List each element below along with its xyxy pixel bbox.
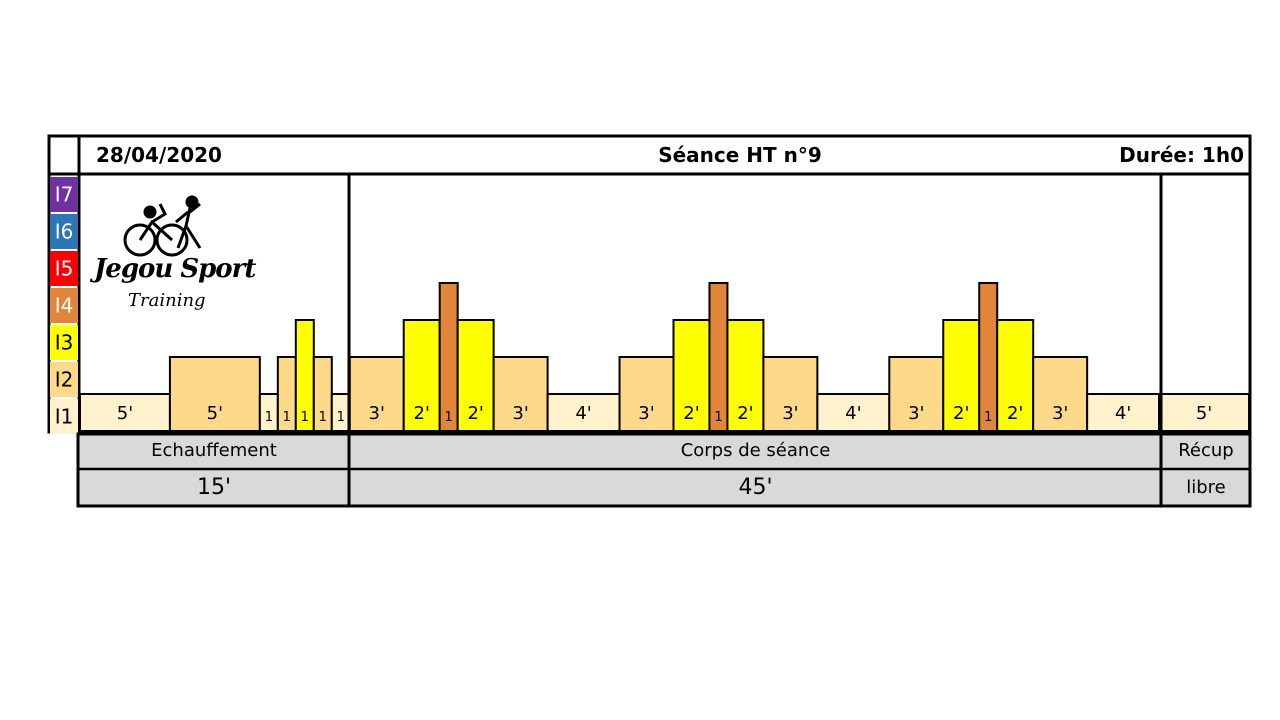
segment-bar-16 (708, 282, 729, 432)
segment-label-19: 4' (845, 403, 861, 424)
level-label-i7: I7 (55, 183, 74, 207)
segment-label-22: 1 (984, 410, 992, 425)
segment-label-9: 2' (414, 403, 430, 424)
level-swatch-i5 (50, 251, 78, 286)
segment-bar-26 (1158, 393, 1250, 432)
segment-duration-labels: 5' 5' 1 1 1 1 1 3' 2' 1 2' 3' 4' 3' 2' 1 2' 3' 4' 3' 2' 1 2' 3'… (117, 403, 1212, 425)
phase-total-warmup: 15' (196, 475, 232, 500)
segment-label-4: 1 (283, 410, 291, 425)
segment-bar-21 (942, 319, 981, 432)
segment-bar-25 (1086, 393, 1161, 432)
segment-bar-19 (816, 393, 891, 432)
logo-subtitle-text: Training (128, 290, 206, 311)
segment-label-3: 1 (265, 410, 273, 425)
segment-label-12: 3' (512, 403, 528, 424)
segment-label-6: 1 (319, 410, 327, 425)
level-label-i5: I5 (55, 257, 74, 281)
segment-bar-13 (546, 393, 621, 432)
segment-label-21: 2' (953, 403, 969, 424)
logo-brand-text: Jegou Sport (94, 254, 256, 284)
segment-label-5: 1 (301, 410, 309, 425)
level-label-i3: I3 (55, 331, 74, 355)
segment-bar-17 (726, 319, 765, 432)
segment-bar-11 (456, 319, 495, 432)
segment-label-18: 3' (782, 403, 798, 424)
level-label-i2: I2 (55, 368, 74, 392)
segment-label-7: 1 (337, 410, 345, 425)
level-swatch-i1 (50, 399, 78, 434)
level-swatch-i4 (50, 288, 78, 323)
segment-bar-2 (168, 356, 261, 432)
level-swatch-i3 (50, 325, 78, 360)
segment-bar-12 (492, 356, 549, 432)
level-label-i6: I6 (55, 220, 74, 244)
segment-bar-1 (79, 393, 171, 432)
segment-bar-22 (978, 282, 999, 432)
workout-bars (79, 282, 1250, 432)
level-swatch-i2 (50, 362, 78, 397)
segment-bar-24 (1032, 356, 1089, 432)
segment-label-15: 2' (683, 403, 699, 424)
segment-bar-8 (348, 356, 405, 432)
segment-label-16: 1 (714, 410, 722, 425)
segment-label-2: 5' (207, 403, 223, 424)
segment-label-23: 2' (1007, 403, 1023, 424)
segment-label-24: 3' (1052, 403, 1068, 424)
cyclist-runner-icon (123, 195, 202, 257)
segment-label-26: 5' (1196, 403, 1212, 424)
segment-bar-18 (762, 356, 819, 432)
segment-bar-9 (402, 319, 441, 432)
segment-bar-20 (888, 356, 945, 432)
segment-label-17: 2' (737, 403, 753, 424)
level-swatch-i6 (50, 214, 78, 249)
segment-bar-23 (996, 319, 1035, 432)
segment-label-20: 3' (908, 403, 924, 424)
segment-label-11: 2' (467, 403, 483, 424)
session-title: Séance HT n°9 (658, 143, 822, 167)
phase-name-warmup: Echauffement (151, 440, 277, 461)
level-label-i1: I1 (55, 405, 74, 429)
segment-label-10: 1 (445, 410, 453, 425)
intensity-level-legend: I7 I6 I5 I4 I3 I2 I1 (50, 177, 78, 434)
phase-name-recovery: Récup (1178, 440, 1234, 461)
level-label-i4: I4 (55, 294, 74, 318)
phase-name-main: Corps de séance (680, 440, 831, 461)
phase-total-recovery: libre (1186, 477, 1226, 498)
session-date: 28/04/2020 (96, 143, 222, 167)
phase-total-main: 45' (738, 475, 773, 500)
segment-label-8: 3' (369, 403, 385, 424)
phase-table (76, 432, 1252, 508)
segment-label-1: 5' (117, 403, 133, 424)
segment-bar-10 (438, 282, 459, 432)
session-duration: Durée: 1h0 (1119, 143, 1244, 167)
segment-label-13: 4' (575, 403, 591, 424)
level-swatch-i7 (50, 177, 78, 212)
segment-label-14: 3' (638, 403, 654, 424)
segment-label-25: 4' (1115, 403, 1131, 424)
